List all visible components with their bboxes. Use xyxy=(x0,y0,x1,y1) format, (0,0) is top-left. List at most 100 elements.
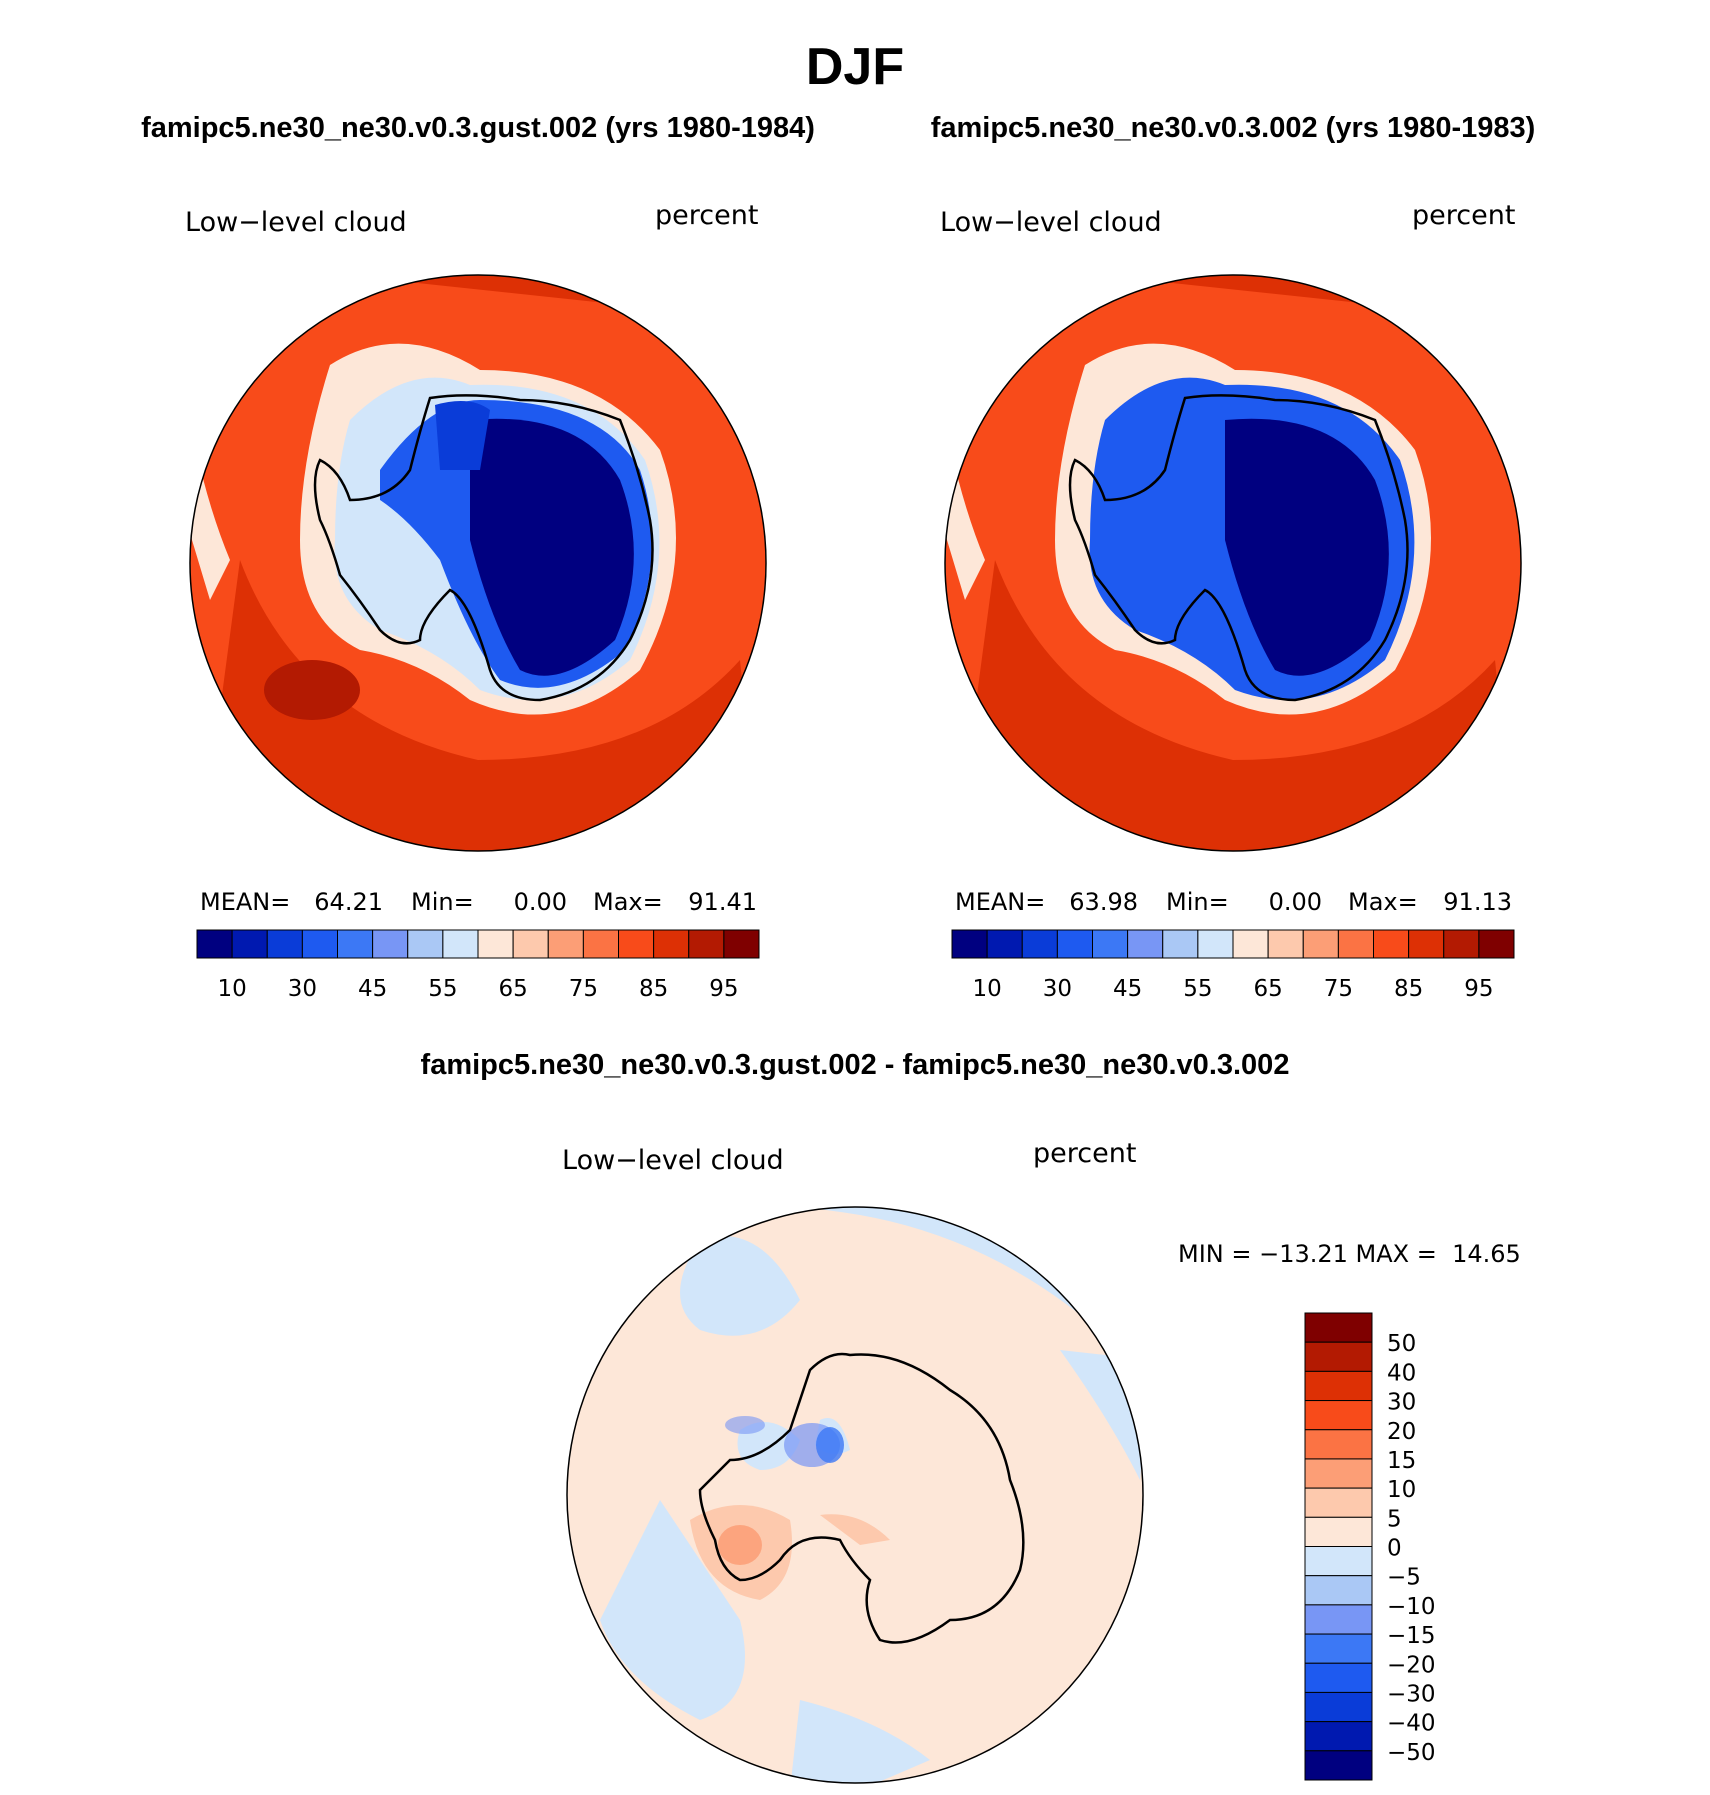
difference-polar-map xyxy=(567,1207,1143,1783)
panel-left-min-label: Min= xyxy=(411,888,474,916)
panel-left-colorbar-tick-label: 45 xyxy=(358,976,387,1002)
difference-colorbar-swatch xyxy=(1304,1691,1373,1723)
difference-colorbar-swatch xyxy=(1304,1546,1373,1577)
difference-colorbar-swatch xyxy=(1304,1633,1373,1664)
panel-right-map-border xyxy=(944,274,1522,852)
difference-colorbar-swatch xyxy=(1304,1575,1373,1606)
panel-right-mean-value: 63.98 xyxy=(1069,888,1138,916)
difference-colorbar-swatch xyxy=(1304,1516,1373,1547)
panel-left-colorbar-swatch xyxy=(477,929,514,959)
difference-colorbar-tick-label: −50 xyxy=(1387,1740,1436,1766)
difference-colorbar-tick-label: −30 xyxy=(1387,1681,1436,1707)
panel-left-colorbar-swatch xyxy=(231,929,268,959)
panel-left-colorbar-swatch xyxy=(407,929,444,959)
panel-left-colorbar-swatch xyxy=(618,929,655,959)
panel-right-max-value: 91.13 xyxy=(1443,888,1512,916)
difference-colorbar-tick-label: 5 xyxy=(1387,1506,1402,1532)
panel-right-min-value: 0.00 xyxy=(1269,888,1322,916)
panel-left-mean-label: MEAN= xyxy=(200,888,290,916)
panel-left-colorbar-swatch xyxy=(266,929,303,959)
panel-right-colorbar-swatch xyxy=(986,929,1023,959)
panel-left-case-title: famipc5.ne30_ne30.v0.3.gust.002 (yrs 198… xyxy=(141,112,815,144)
panel-right-colorbar-swatch xyxy=(1197,929,1234,959)
panel-right-colorbar-swatch xyxy=(951,929,988,959)
panel-left-max-value: 91.41 xyxy=(688,888,757,916)
panel-right-colorbar-tick-label: 45 xyxy=(1113,976,1142,1002)
difference-colorbar-swatch xyxy=(1304,1604,1373,1635)
panel-right-colorbar-tick-label: 10 xyxy=(972,976,1001,1002)
difference-colorbar-tick-label: 10 xyxy=(1387,1477,1416,1503)
panel-left-colorbar-tick-label: 30 xyxy=(288,976,317,1002)
panel-right-colorbar-swatch xyxy=(1373,929,1410,959)
panel-left-colorbar-swatch xyxy=(723,929,760,959)
difference-colorbar-swatch xyxy=(1304,1429,1373,1460)
difference-colorbar-swatch xyxy=(1304,1312,1373,1343)
panel-left-colorbar-tick-label: 65 xyxy=(498,976,527,1002)
difference-colorbar-tick-label: −5 xyxy=(1387,1565,1421,1591)
difference-colorbar-tick-label: 20 xyxy=(1387,1419,1416,1445)
panel-right-colorbar-swatch xyxy=(1021,929,1058,959)
panel-right-units-label: percent xyxy=(1412,200,1515,231)
panel-left-map-border xyxy=(189,274,767,852)
panel-right-colorbar-tick-label: 95 xyxy=(1464,976,1493,1002)
panel-right-case-title: famipc5.ne30_ne30.v0.3.002 (yrs 1980-198… xyxy=(931,112,1536,144)
difference-colorbar-swatch xyxy=(1304,1750,1373,1781)
difference-colorbar-tick-label: 40 xyxy=(1387,1360,1416,1386)
difference-colorbar-tick-label: 15 xyxy=(1387,1448,1416,1474)
panel-left-mean-value: 64.21 xyxy=(314,888,383,916)
difference-colorbar-swatch xyxy=(1304,1341,1373,1372)
panel-right-colorbar-swatch xyxy=(1478,929,1515,959)
panel-right-colorbar-swatch xyxy=(1127,929,1164,959)
difference-colorbar-tick-label: 50 xyxy=(1387,1331,1416,1357)
difference-colorbar-tick-label: 30 xyxy=(1387,1390,1416,1416)
panel-right-colorbar-tick-label: 30 xyxy=(1043,976,1072,1002)
difference-colorbar-swatch xyxy=(1304,1662,1373,1693)
difference-variable-label: Low−level cloud xyxy=(562,1145,784,1176)
panel-right-variable-label: Low−level cloud xyxy=(940,207,1162,238)
panel-left-colorbar-swatch xyxy=(337,929,374,959)
panel-left-colorbar-tick-label: 55 xyxy=(428,976,457,1002)
panel-left-variable-label: Low−level cloud xyxy=(185,207,407,238)
panel-right-mean-label: MEAN= xyxy=(955,888,1045,916)
panel-right-colorbar-tick-label: 55 xyxy=(1183,976,1212,1002)
panel-right-colorbar-swatch xyxy=(1337,929,1374,959)
difference-title: famipc5.ne30_ne30.v0.3.gust.002 - famipc… xyxy=(421,1049,1290,1081)
panel-right-colorbar-swatch xyxy=(1443,929,1480,959)
panel-left-colorbar-swatch xyxy=(372,929,409,959)
panel-left-colorbar-swatch xyxy=(547,929,584,959)
difference-units-label: percent xyxy=(1033,1138,1136,1169)
panel-left-stats: MEAN= 64.21 Min= 0.00 Max= 91.41 xyxy=(200,888,757,916)
panel-left-colorbar-swatch xyxy=(512,929,549,959)
main-title: DJF xyxy=(806,38,904,96)
panel-left-colorbar-tick-label: 10 xyxy=(217,976,246,1002)
panel-right-colorbar-tick-label: 85 xyxy=(1394,976,1423,1002)
panel-left-colorbar-swatch xyxy=(688,929,725,959)
panel-right-colorbar-swatch xyxy=(1408,929,1445,959)
difference-colorbar-tick-label: −40 xyxy=(1387,1711,1436,1737)
panel-right-colorbar-swatch xyxy=(1162,929,1199,959)
difference-colorbar-swatch xyxy=(1304,1370,1373,1402)
difference-colorbar-swatch xyxy=(1304,1487,1373,1518)
panel-right-colorbar-swatch xyxy=(1232,929,1269,959)
panel-right-colorbar-swatch xyxy=(1302,929,1339,959)
difference-colorbar-swatch xyxy=(1304,1721,1373,1752)
difference-colorbar-swatch xyxy=(1304,1458,1373,1489)
panel-left-colorbar-swatch xyxy=(582,929,619,959)
difference-stats: MIN = −13.21 MAX = 14.65 xyxy=(1178,1240,1521,1268)
panel-left-colorbar-tick-label: 85 xyxy=(639,976,668,1002)
panel-left-colorbar-swatch xyxy=(196,929,233,959)
panel-left-colorbar-swatch xyxy=(653,929,690,959)
panel-right-colorbar: 10 30 45 55 65 75 85 95 xyxy=(951,929,1515,1002)
difference-colorbar-tick-label: −15 xyxy=(1387,1623,1436,1649)
panel-right-stats: MEAN= 63.98 Min= 0.00 Max= 91.13 xyxy=(955,888,1512,916)
panel-left-colorbar-swatch xyxy=(301,929,338,959)
panel-left-colorbar: 10 30 45 55 65 75 85 95 xyxy=(196,929,760,1002)
panel-right-polar-map xyxy=(945,275,1521,851)
panel-left-polar-map xyxy=(190,275,766,851)
panel-left-max-label: Max= xyxy=(593,888,663,916)
panel-left-colorbar-tick-label: 95 xyxy=(709,976,738,1002)
panel-left-colorbar-swatch xyxy=(442,929,479,959)
panel-left-colorbar-tick-label: 75 xyxy=(569,976,598,1002)
panel-right-colorbar-swatch xyxy=(1092,929,1129,959)
